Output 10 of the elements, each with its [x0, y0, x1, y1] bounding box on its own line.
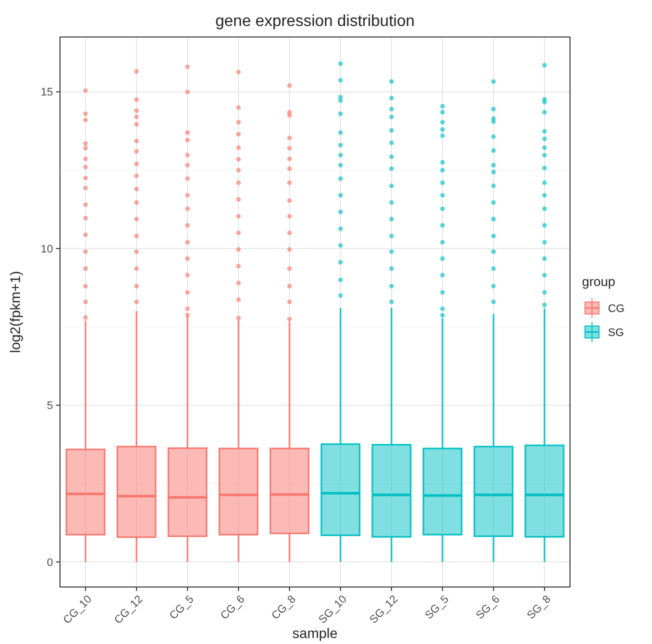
- y-tick-label: 0: [46, 556, 53, 569]
- x-axis-title: sample: [292, 625, 338, 641]
- y-axis-title: log2(fpkm+1): [7, 270, 23, 354]
- legend-title: group: [582, 274, 616, 289]
- legend-label: SG: [608, 326, 624, 339]
- y-tick-label: 15: [40, 86, 53, 99]
- y-tick-label: 10: [40, 243, 53, 256]
- chart-title: gene expression distribution: [215, 13, 415, 30]
- y-tick-label: 5: [46, 400, 53, 412]
- legend-label: CG: [608, 302, 624, 315]
